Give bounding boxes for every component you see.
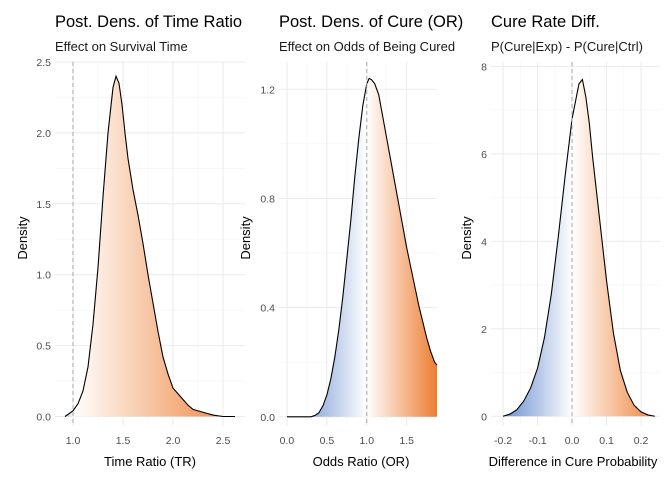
x-tick-label: 2.0 [166, 435, 181, 447]
y-tick-label: 0.5 [36, 341, 51, 353]
y-axis-label: Density [459, 216, 474, 260]
y-tick-label: 1.5 [36, 199, 51, 211]
x-tick-labels: -0.2 -0.1 0.0 0.1 0.2 [494, 435, 648, 447]
x-tick-label: -0.2 [494, 435, 512, 447]
x-tick-label: 1.0 [359, 435, 374, 447]
chart-subtitle: P(Cure|Exp) - P(Cure|Ctrl) [491, 39, 643, 54]
y-axis-label: Density [238, 216, 253, 260]
density-area [286, 62, 438, 425]
chart-title: Post. Dens. of Cure (OR) [279, 13, 463, 31]
density-fill [286, 78, 437, 417]
x-tick-label: 2.5 [216, 435, 231, 447]
density-fill [65, 76, 235, 417]
y-tick-labels: 0.0 0.5 1.0 1.5 2.0 2.5 [36, 57, 51, 423]
y-tick-label: 4 [481, 236, 487, 248]
y-tick-label: 1.0 [36, 270, 51, 282]
x-tick-label: 0.1 [599, 435, 614, 447]
density-fill [503, 79, 655, 417]
density-area [64, 62, 235, 425]
x-axis-label: Time Ratio (TR) [104, 454, 196, 469]
x-axis-label: Odds Ratio (OR) [313, 454, 410, 469]
y-tick-labels: 0.0 0.4 0.8 1.2 [260, 84, 275, 424]
x-tick-labels: 1.0 1.5 2.0 2.5 [66, 435, 231, 447]
y-tick-labels: 0 2 4 6 8 [481, 61, 487, 423]
density-curve [64, 74, 235, 418]
x-tick-label: 1.5 [399, 435, 414, 447]
panel-odds-ratio: Post. Dens. of Cure (OR) Effect on Odds … [238, 13, 463, 469]
panel-cure-rate-diff: Cure Rate Diff. P(Cure|Exp) - P(Cure|Ctr… [459, 13, 660, 469]
panel-time-ratio: Post. Dens. of Time Ratio Effect on Surv… [15, 13, 245, 469]
x-tick-label: 0.0 [565, 435, 580, 447]
x-axis-label: Difference in Cure Probability [489, 454, 658, 469]
density-curve [502, 78, 655, 417]
y-tick-label: 0.0 [260, 412, 275, 424]
chart-subtitle: Effect on Odds of Being Cured [279, 39, 455, 54]
x-tick-label: 1.0 [66, 435, 81, 447]
density-curve [286, 77, 438, 418]
y-tick-label: 1.2 [260, 84, 275, 96]
x-tick-label: 0.0 [280, 435, 295, 447]
y-tick-label: 0 [481, 411, 487, 423]
y-tick-label: 2.0 [36, 128, 51, 140]
y-tick-label: 6 [481, 149, 487, 161]
chart-title: Post. Dens. of Time Ratio [55, 13, 242, 31]
y-tick-label: 0.4 [260, 303, 275, 315]
x-tick-label: 0.5 [320, 435, 335, 447]
x-tick-label: 1.5 [116, 435, 131, 447]
y-tick-label: 2 [481, 324, 487, 336]
density-area [502, 62, 655, 425]
y-tick-label: 0.8 [260, 193, 275, 205]
chart-subtitle: Effect on Survival Time [55, 39, 188, 54]
y-axis-label: Density [15, 216, 30, 260]
x-tick-labels: 0.0 0.5 1.0 1.5 [280, 435, 414, 447]
y-tick-label: 2.5 [36, 57, 51, 69]
chart-title: Cure Rate Diff. [491, 13, 600, 31]
y-tick-label: 8 [481, 61, 487, 73]
x-tick-label: 0.2 [634, 435, 649, 447]
y-tick-label: 0.0 [36, 411, 51, 423]
x-tick-label: -0.1 [529, 435, 547, 447]
